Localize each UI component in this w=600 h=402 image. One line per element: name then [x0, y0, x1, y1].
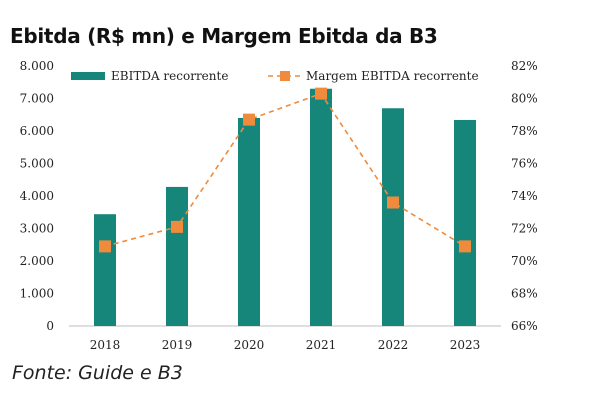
chart-source: Fonte: Guide e B3: [12, 362, 183, 384]
line-point: [243, 113, 255, 126]
bar: [454, 119, 476, 326]
y-left-tick-label: 6.000: [20, 124, 54, 138]
x-tick-label: 2020: [234, 338, 265, 352]
legend-label: Margem EBITDA recorrente: [306, 69, 479, 83]
x-tick-label: 2023: [450, 338, 481, 352]
legend-label: EBITDA recorrente: [111, 69, 228, 83]
line-point: [387, 196, 399, 209]
legend-swatch-marker: [280, 71, 290, 81]
y-right-tick-label: 78%: [511, 124, 538, 138]
y-left-tick-label: 3.000: [20, 222, 54, 236]
y-left-tick-label: 1.000: [20, 287, 54, 301]
y-left-tick-label: 7.000: [20, 92, 54, 106]
bar: [94, 214, 116, 326]
y-right-tick-label: 66%: [511, 319, 538, 333]
line-point: [459, 240, 471, 253]
y-left-tick-label: 2.000: [20, 254, 54, 268]
y-right-tick-label: 76%: [511, 157, 538, 171]
line-point: [315, 87, 327, 100]
line-point: [99, 240, 111, 253]
y-right-tick-label: 68%: [511, 287, 538, 301]
bar: [382, 108, 404, 326]
y-right-tick-label: 74%: [511, 189, 538, 203]
legend-swatch-bar: [71, 72, 105, 80]
y-left-tick-label: 4.000: [20, 189, 54, 203]
y-left-tick-label: 0: [46, 319, 54, 333]
series-line: [104, 92, 466, 248]
x-tick-label: 2021: [306, 338, 337, 352]
y-left-tick-label: 8.000: [20, 59, 54, 73]
chart-title: Ebitda (R$ mn) e Margem Ebitda da B3: [10, 24, 438, 48]
y-right-tick-label: 82%: [511, 59, 538, 73]
bar: [310, 88, 332, 326]
y-left-tick-label: 5.000: [20, 157, 54, 171]
y-right-tick-label: 80%: [511, 92, 538, 106]
x-tick-label: 2018: [90, 338, 121, 352]
x-tick-label: 2022: [378, 338, 409, 352]
bar: [166, 186, 188, 326]
y-right-tick-label: 72%: [511, 222, 538, 236]
line-point: [171, 220, 183, 233]
x-tick-label: 2019: [162, 338, 193, 352]
y-right-tick-label: 70%: [511, 254, 538, 268]
bar: [238, 118, 260, 326]
